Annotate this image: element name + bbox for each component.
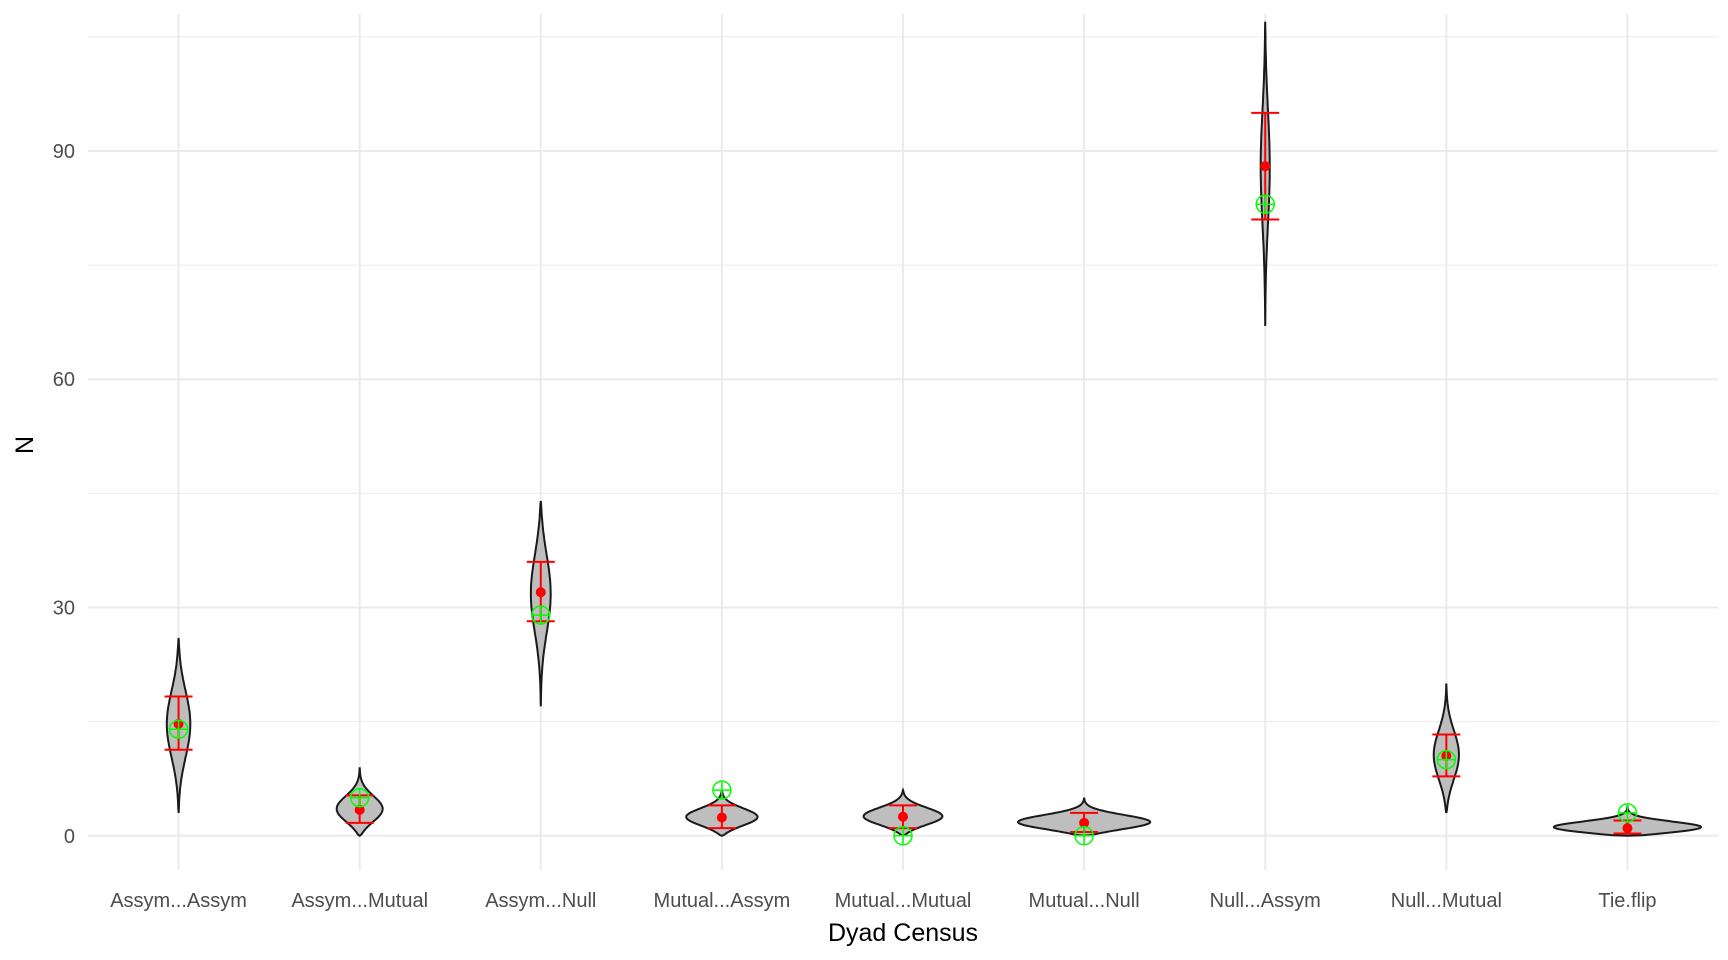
x-axis-title: Dyad Census [828, 919, 978, 947]
y-tick-label: 90 [53, 141, 75, 163]
grid [88, 14, 1718, 870]
x-tick-label: Tie.flip [1598, 890, 1656, 912]
mean-point [1260, 161, 1271, 172]
x-tick-label: Null...Assym [1210, 890, 1321, 912]
y-tick-label: 0 [64, 826, 75, 848]
mean-point [716, 812, 727, 823]
x-tick-label: Mutual...Assym [654, 890, 791, 912]
mean-point [1622, 823, 1633, 834]
x-axis-ticks: Assym...Assym Assym...Mutual Assym...Null M… [110, 890, 1656, 912]
x-tick-label: Mutual...Null [1029, 890, 1140, 912]
y-tick-label: 30 [53, 597, 75, 619]
mean-point [354, 804, 365, 815]
x-tick-label: Assym...Assym [110, 890, 247, 912]
x-tick-label: Assym...Mutual [291, 890, 428, 912]
x-tick-label: Null...Mutual [1391, 890, 1502, 912]
x-tick-label: Mutual...Mutual [835, 890, 972, 912]
violins [164, 21, 1703, 846]
y-axis-title: N [11, 436, 39, 454]
mean-point [898, 811, 908, 822]
x-tick-label: Assym...Null [485, 890, 596, 912]
mean-point [535, 587, 546, 598]
mean-point [1079, 817, 1090, 828]
y-tick-label: 60 [53, 369, 75, 391]
y-axis-ticks: 0 30 60 90 [53, 141, 75, 848]
